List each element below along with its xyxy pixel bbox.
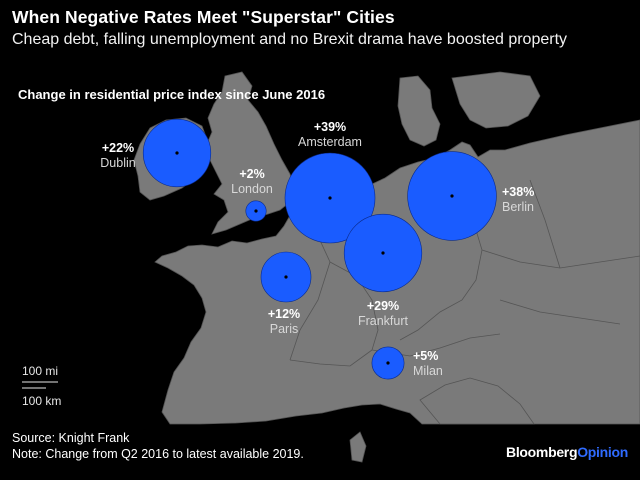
source-note: Source: Knight Frank Note: Change from Q… xyxy=(12,430,304,462)
city-name-milan: Milan xyxy=(413,364,443,378)
city-value-milan: +5% xyxy=(413,349,438,363)
city-name-dublin: Dublin xyxy=(100,156,135,170)
city-name-frankfurt: Frankfurt xyxy=(358,314,409,328)
city-value-paris: +12% xyxy=(268,307,300,321)
city-name-amsterdam: Amsterdam xyxy=(298,135,362,149)
city-dot-amsterdam xyxy=(328,196,332,200)
corsica-land xyxy=(349,431,367,463)
source-text: Source: Knight Frank xyxy=(12,431,130,445)
scale-km-label: 100 km xyxy=(22,394,61,408)
bloomberg-opinion-logo: BloombergOpinion xyxy=(506,444,628,460)
city-value-dublin: +22% xyxy=(102,141,134,155)
city-dot-dublin xyxy=(175,151,179,155)
scale-miles-label: 100 mi xyxy=(22,364,58,378)
city-name-london: London xyxy=(231,182,273,196)
city-name-berlin: Berlin xyxy=(502,200,534,214)
scale-bar: 100 mi 100 km xyxy=(22,364,61,408)
note-text: Note: Change from Q2 2016 to latest avai… xyxy=(12,447,304,461)
city-name-paris: Paris xyxy=(270,322,298,336)
city-dot-milan xyxy=(386,361,390,365)
city-value-frankfurt: +29% xyxy=(367,299,399,313)
italy-land xyxy=(419,377,535,425)
city-dot-frankfurt xyxy=(381,251,385,255)
city-value-berlin: +38% xyxy=(502,185,534,199)
brand-part-2: Opinion xyxy=(577,444,628,460)
city-dot-london xyxy=(254,209,258,213)
chart-title: When Negative Rates Meet "Superstar" Cit… xyxy=(12,7,395,27)
city-dot-paris xyxy=(284,275,288,279)
city-value-london: +2% xyxy=(239,167,264,181)
brand-part-1: Bloomberg xyxy=(506,444,578,460)
bubble-layer: +22%Dublin +2%London +39%Amsterdam +38%Berl… xyxy=(100,118,534,380)
map-caption: Change in residential price index since … xyxy=(18,87,326,102)
city-dot-berlin xyxy=(450,194,454,198)
sweden-land xyxy=(451,71,541,129)
scandinavia-land xyxy=(397,75,441,147)
city-value-amsterdam: +39% xyxy=(314,120,346,134)
chart-subtitle: Cheap debt, falling unemployment and no … xyxy=(12,31,568,48)
